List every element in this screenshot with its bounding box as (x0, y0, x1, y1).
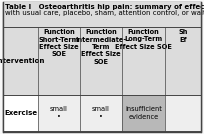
Bar (165, 95, 201, 131)
Text: Exercise: Exercise (4, 110, 37, 116)
Bar (3, 2, 201, 27)
Bar (38, 95, 80, 131)
Text: Table I   Osteoarthritis hip pain: summary of effects of nonp: Table I Osteoarthritis hip pain: summary… (5, 3, 204, 10)
Text: small
•: small • (92, 106, 110, 120)
Bar (3, 27, 201, 95)
Text: Intervention: Intervention (0, 58, 45, 64)
Bar (122, 95, 165, 131)
Text: Function
Long-Term
Effect Size SOE: Function Long-Term Effect Size SOE (115, 29, 172, 50)
Text: with usual care, placebo, sham, attention control, or waitlist: with usual care, placebo, sham, attentio… (5, 10, 204, 16)
Text: Sh
Ef: Sh Ef (178, 29, 188, 42)
Text: small
•: small • (50, 106, 68, 120)
Bar (3, 95, 201, 131)
Text: Function
Short-Term
Effect Size
SOE: Function Short-Term Effect Size SOE (39, 29, 79, 57)
Bar (80, 95, 122, 131)
Text: Function
Intermediate-
Term
Effect Size
SOE: Function Intermediate- Term Effect Size … (75, 29, 126, 65)
Text: insufficient
evidence: insufficient evidence (125, 106, 162, 120)
